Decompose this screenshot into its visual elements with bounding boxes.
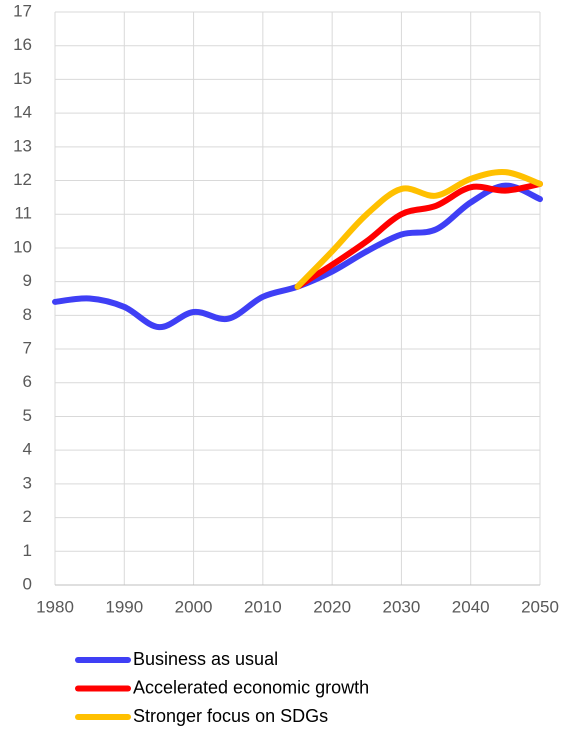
line-series — [294, 180, 543, 290]
line-series — [294, 168, 543, 290]
y-tick-label: 5 — [23, 406, 32, 425]
y-tick-label: 9 — [23, 271, 32, 290]
y-tick-label: 17 — [13, 1, 32, 20]
y-tick-label: 4 — [23, 440, 32, 459]
y-tick-label: 15 — [13, 69, 32, 88]
x-tick-label: 2030 — [383, 597, 421, 616]
y-tick-label: 13 — [13, 136, 32, 155]
legend-label: Business as usual — [133, 649, 278, 669]
x-tick-label: 2040 — [452, 597, 490, 616]
y-tick-label: 3 — [23, 473, 32, 492]
y-tick-label: 12 — [13, 170, 32, 189]
y-tick-label: 10 — [13, 237, 32, 256]
legend-label: Accelerated economic growth — [133, 677, 369, 697]
x-tick-label: 2010 — [244, 597, 282, 616]
y-tick-label: 1 — [23, 541, 32, 560]
x-tick-label: 2020 — [313, 597, 351, 616]
x-tick-label: 1980 — [36, 597, 74, 616]
y-tick-label: 0 — [23, 574, 32, 593]
x-tick-label: 2000 — [175, 597, 213, 616]
y-tick-label: 14 — [13, 103, 32, 122]
y-tick-label: 7 — [23, 339, 32, 358]
y-tick-label: 16 — [13, 35, 32, 54]
y-tick-label: 8 — [23, 305, 32, 324]
x-tick-label: 1990 — [105, 597, 143, 616]
y-tick-label: 6 — [23, 372, 32, 391]
legend-label: Stronger focus on SDGs — [133, 706, 328, 726]
y-tick-label: 2 — [23, 507, 32, 526]
y-tick-label: 11 — [14, 204, 32, 223]
x-tick-label: 2050 — [521, 597, 559, 616]
line-series — [52, 182, 543, 331]
